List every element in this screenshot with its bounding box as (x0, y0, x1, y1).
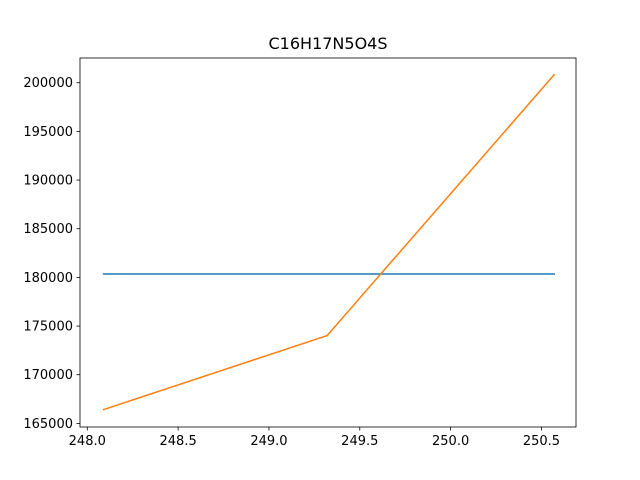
y-tick-label: 185000 (23, 222, 73, 237)
axes-frame (79, 57, 577, 428)
y-tick-label: 165000 (23, 417, 73, 432)
y-tick-label: 175000 (23, 320, 73, 335)
axes-layer: 248.0 248.5 249.0 249.5 250.0 250.5 165000 1700… (23, 57, 577, 449)
x-tick-label: 249.5 (341, 434, 378, 449)
x-tick-label: 248.5 (160, 434, 197, 449)
x-tick-label: 248.0 (69, 434, 106, 449)
series-line-2 (102, 73, 556, 411)
series-layer (102, 73, 556, 411)
x-tick-label: 249.0 (250, 434, 287, 449)
y-tick-label: 200000 (23, 76, 73, 91)
y-tick-label: 180000 (23, 271, 73, 286)
y-tick-label: 190000 (23, 174, 73, 189)
chart-title: C16H17N5O4S (269, 34, 388, 53)
x-tick-label: 250.0 (432, 434, 469, 449)
y-tick-label: 195000 (23, 125, 73, 140)
x-tick-label: 250.5 (523, 434, 560, 449)
y-tick-label: 170000 (23, 368, 73, 383)
